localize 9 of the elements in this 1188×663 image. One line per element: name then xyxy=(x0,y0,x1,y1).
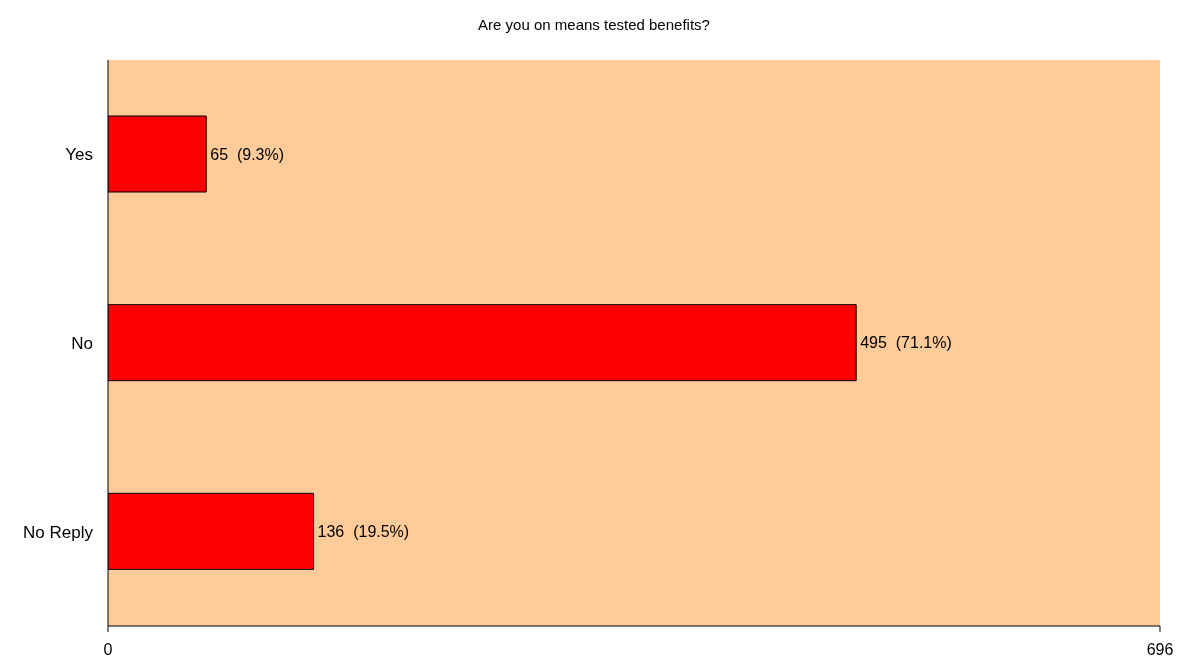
data-label: 495 (71.1%) xyxy=(860,334,952,352)
x-tick-label: 696 xyxy=(1146,641,1174,659)
y-tick-label: Yes xyxy=(65,145,93,165)
chart-title: Are you on means tested benefits? xyxy=(477,16,711,34)
data-label: 136 (19.5%) xyxy=(317,522,410,540)
y-tick-label: No xyxy=(71,334,93,354)
y-tick-label: No Reply xyxy=(23,522,94,542)
data-label: 65 (9.3%) xyxy=(210,145,285,163)
x-tick-label: 0 xyxy=(103,641,113,659)
